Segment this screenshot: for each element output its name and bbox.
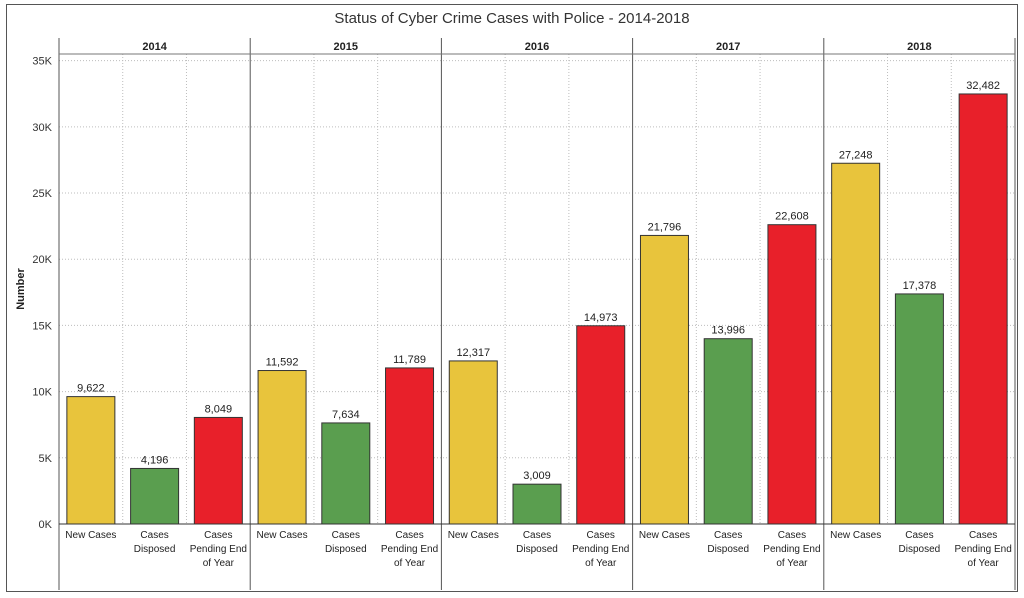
data-label: 7,634 [332, 409, 360, 421]
data-label: 4,196 [141, 454, 169, 466]
y-tick-label: 25K [32, 188, 52, 200]
category-label: Pending End [381, 544, 438, 555]
category-label: Cases [778, 530, 806, 541]
category-label: New Cases [830, 530, 881, 541]
bar-2018-1[interactable] [894, 293, 944, 525]
bar-2014-0[interactable] [66, 396, 116, 525]
category-label: Disposed [707, 544, 749, 555]
y-tick-label: 10K [32, 387, 52, 399]
data-label: 13,996 [711, 325, 745, 337]
category-label: Pending End [954, 544, 1011, 555]
data-label: 14,973 [584, 312, 618, 324]
category-label: Cases [395, 530, 423, 541]
year-header-2018: 2018 [907, 41, 931, 53]
category-label: Disposed [899, 544, 941, 555]
bar-2016-0[interactable] [448, 360, 498, 525]
bar-2014-1[interactable] [130, 467, 180, 525]
bar-2014-2[interactable] [193, 416, 243, 525]
data-label: 17,378 [903, 280, 937, 292]
category-label: Disposed [516, 544, 558, 555]
bar-2018-0[interactable] [831, 162, 881, 525]
category-label: of Year [968, 558, 1000, 569]
y-axis-label: Number [15, 268, 27, 310]
data-label: 22,608 [775, 211, 809, 223]
category-label: of Year [203, 558, 235, 569]
category-label: New Cases [639, 530, 690, 541]
data-label: 8,049 [205, 403, 233, 415]
bar-2017-0[interactable] [639, 234, 689, 525]
category-label: Pending End [763, 544, 820, 555]
data-label: 3,009 [523, 470, 551, 482]
category-label: Cases [905, 530, 933, 541]
category-label: of Year [585, 558, 617, 569]
category-label: New Cases [448, 530, 499, 541]
y-tick-label: 15K [32, 320, 52, 332]
year-header-2015: 2015 [334, 41, 358, 53]
category-label: Cases [204, 530, 232, 541]
bar-2016-1[interactable] [512, 483, 562, 525]
data-label: 11,789 [393, 354, 426, 366]
category-label: Cases [714, 530, 742, 541]
chart-title: Status of Cyber Crime Cases with Police … [334, 10, 690, 27]
category-label: Disposed [325, 544, 367, 555]
category-label: Cases [587, 530, 615, 541]
category-label: Disposed [134, 544, 176, 555]
bar-2015-2[interactable] [385, 367, 435, 525]
data-label: 11,592 [266, 357, 299, 369]
bar-2018-2[interactable] [958, 93, 1008, 525]
category-label: of Year [776, 558, 808, 569]
y-tick-label: 30K [32, 122, 52, 134]
category-label: New Cases [256, 530, 307, 541]
category-label: Cases [969, 530, 997, 541]
y-tick-label: 0K [39, 519, 53, 531]
bar-2017-2[interactable] [767, 224, 817, 525]
y-tick-label: 20K [32, 254, 52, 266]
category-label: Pending End [190, 544, 247, 555]
data-label: 27,248 [839, 149, 873, 161]
bar-2015-0[interactable] [257, 370, 307, 525]
data-label: 21,796 [648, 221, 682, 233]
year-header-2014: 2014 [142, 41, 167, 53]
y-tick-label: 35K [32, 56, 52, 68]
category-label: of Year [394, 558, 426, 569]
category-label: Cases [332, 530, 360, 541]
bar-2015-1[interactable] [321, 422, 371, 525]
category-label: New Cases [65, 530, 116, 541]
y-tick-label: 5K [39, 453, 53, 465]
year-header-2016: 2016 [525, 41, 549, 53]
category-label: Cases [523, 530, 551, 541]
data-label: 9,622 [77, 383, 105, 395]
data-label: 32,482 [966, 80, 1000, 92]
category-label: Pending End [572, 544, 629, 555]
category-label: Cases [140, 530, 168, 541]
bar-2017-1[interactable] [703, 338, 753, 525]
data-label: 12,317 [456, 347, 490, 359]
bar-2016-2[interactable] [576, 325, 626, 525]
year-header-2017: 2017 [716, 41, 740, 53]
